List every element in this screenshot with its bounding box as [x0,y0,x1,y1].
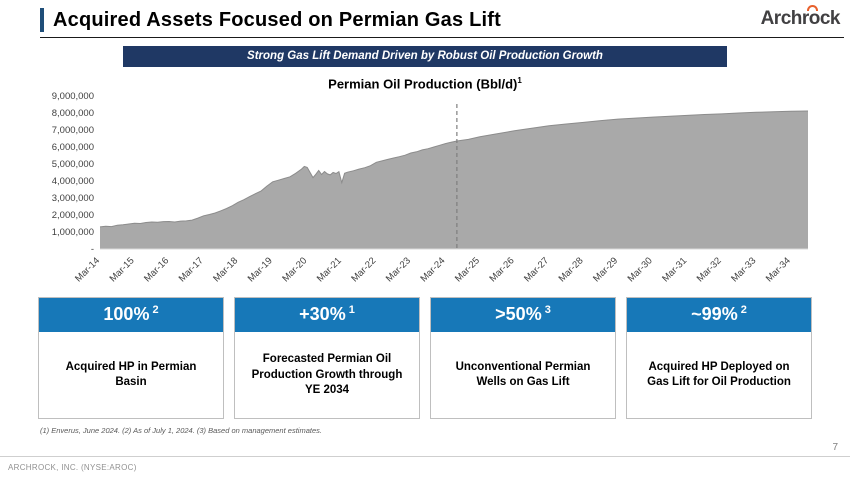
x-tick-label: Mar-31 [660,256,689,285]
chart-svg: 9,000,000 8,000,000 7,000,000 6,000,000 5,00… [52,91,809,285]
x-tick-label: Mar-14 [73,256,102,285]
production-area-chart: 9,000,000 8,000,000 7,000,000 6,000,000 5,00… [38,91,814,293]
x-tick-label: Mar-28 [557,256,586,285]
x-tick-label: Mar-27 [522,256,551,285]
stat-box-wells-gas-lift: >50% 3 Unconventional Permian Wells on Ga… [430,297,616,420]
y-tick-label: 3,000,000 [52,193,94,204]
stat-value-text: +30% [299,304,346,325]
stat-value-text: 100% [103,304,150,325]
footer-divider [0,456,850,457]
stat-box-production-growth: +30% 1 Forecasted Permian Oil Production … [234,297,420,420]
y-tick-label: 8,000,000 [52,108,94,119]
x-tick-label: Mar-29 [591,256,620,285]
x-tick-label: Mar-33 [729,256,758,285]
title-wrap: Acquired Assets Focused on Permian Gas L… [40,8,501,32]
footer-company: ARCHROCK, INC. (NYSE:AROC) [8,463,137,472]
x-tick-label: Mar-19 [246,256,275,285]
x-tick-label: Mar-32 [695,256,724,285]
x-tick-label: Mar-22 [349,256,378,285]
x-tick-label: Mar-30 [626,256,655,285]
stat-label: Forecasted Permian Oil Production Growth… [251,353,403,397]
x-tick-label: Mar-15 [108,256,137,285]
stat-box-acquired-hp: 100% 2 Acquired HP in Permian Basin [38,297,224,420]
footnote: (1) Enverus, June 2024. (2) As of July 1… [40,426,322,436]
x-tick-label: Mar-21 [315,256,344,285]
archrock-logo-arc-icon [807,5,818,11]
y-tick-label: 2,000,000 [52,210,94,221]
stat-value-text: >50% [495,304,542,325]
stat-value: +30% 1 [235,298,419,333]
chart-title-footnote-ref: 1 [517,76,522,85]
page-number: 7 [832,442,838,453]
stat-label: Acquired HP in Permian Basin [65,360,197,389]
page-title: Acquired Assets Focused on Permian Gas L… [53,8,501,31]
x-tick-label: Mar-20 [280,256,309,285]
x-tick-label: Mar-17 [177,256,206,285]
x-tick-label: Mar-23 [384,256,413,285]
x-tick-label: Mar-25 [453,256,482,285]
stat-footnote-ref: 1 [348,304,355,317]
stat-value: 100% 2 [39,298,223,333]
y-tick-label: 1,000,000 [52,227,94,238]
stat-label: Unconventional Permian Wells on Gas Lift [455,360,591,389]
archrock-logo: Archrock [760,5,844,30]
y-tick-label: 5,000,000 [52,159,94,170]
x-tick-label: Mar-16 [142,256,171,285]
header: Acquired Assets Focused on Permian Gas L… [40,5,844,38]
chart-title-text: Permian Oil Production (Bbl/d) [328,76,518,92]
chart-title: Permian Oil Production (Bbl/d)1 [0,76,850,91]
title-accent-bar [40,8,44,32]
stat-label: Acquired HP Deployed on Gas Lift for Oil… [647,360,791,389]
x-tick-label: Mar-26 [488,256,517,285]
x-tick-label: Mar-18 [211,256,240,285]
x-tick-label: Mar-24 [418,256,447,285]
stat-value: ~99% 2 [627,298,811,333]
y-tick-label: - [91,244,94,255]
x-tick-label: Mar-34 [764,256,793,285]
stat-footnote-ref: 2 [740,304,747,317]
stat-box-hp-deployed: ~99% 2 Acquired HP Deployed on Gas Lift f… [626,297,812,420]
y-tick-label: 4,000,000 [52,176,94,187]
stat-footnote-ref: 3 [544,304,551,317]
production-area [100,111,808,250]
y-tick-label: 9,000,000 [52,91,94,102]
archrock-logo-text: Archrock [760,8,841,29]
stat-row: 100% 2 Acquired HP in Permian Basin +30% 1… [38,297,812,420]
y-tick-label: 6,000,000 [52,142,94,153]
stat-value: >50% 3 [431,298,615,333]
stat-footnote-ref: 2 [152,304,159,317]
subtitle-banner: Strong Gas Lift Demand Driven by Robust … [123,46,727,67]
y-tick-label: 7,000,000 [52,125,94,136]
stat-value-text: ~99% [691,304,738,325]
production-area-edge [99,110,809,228]
